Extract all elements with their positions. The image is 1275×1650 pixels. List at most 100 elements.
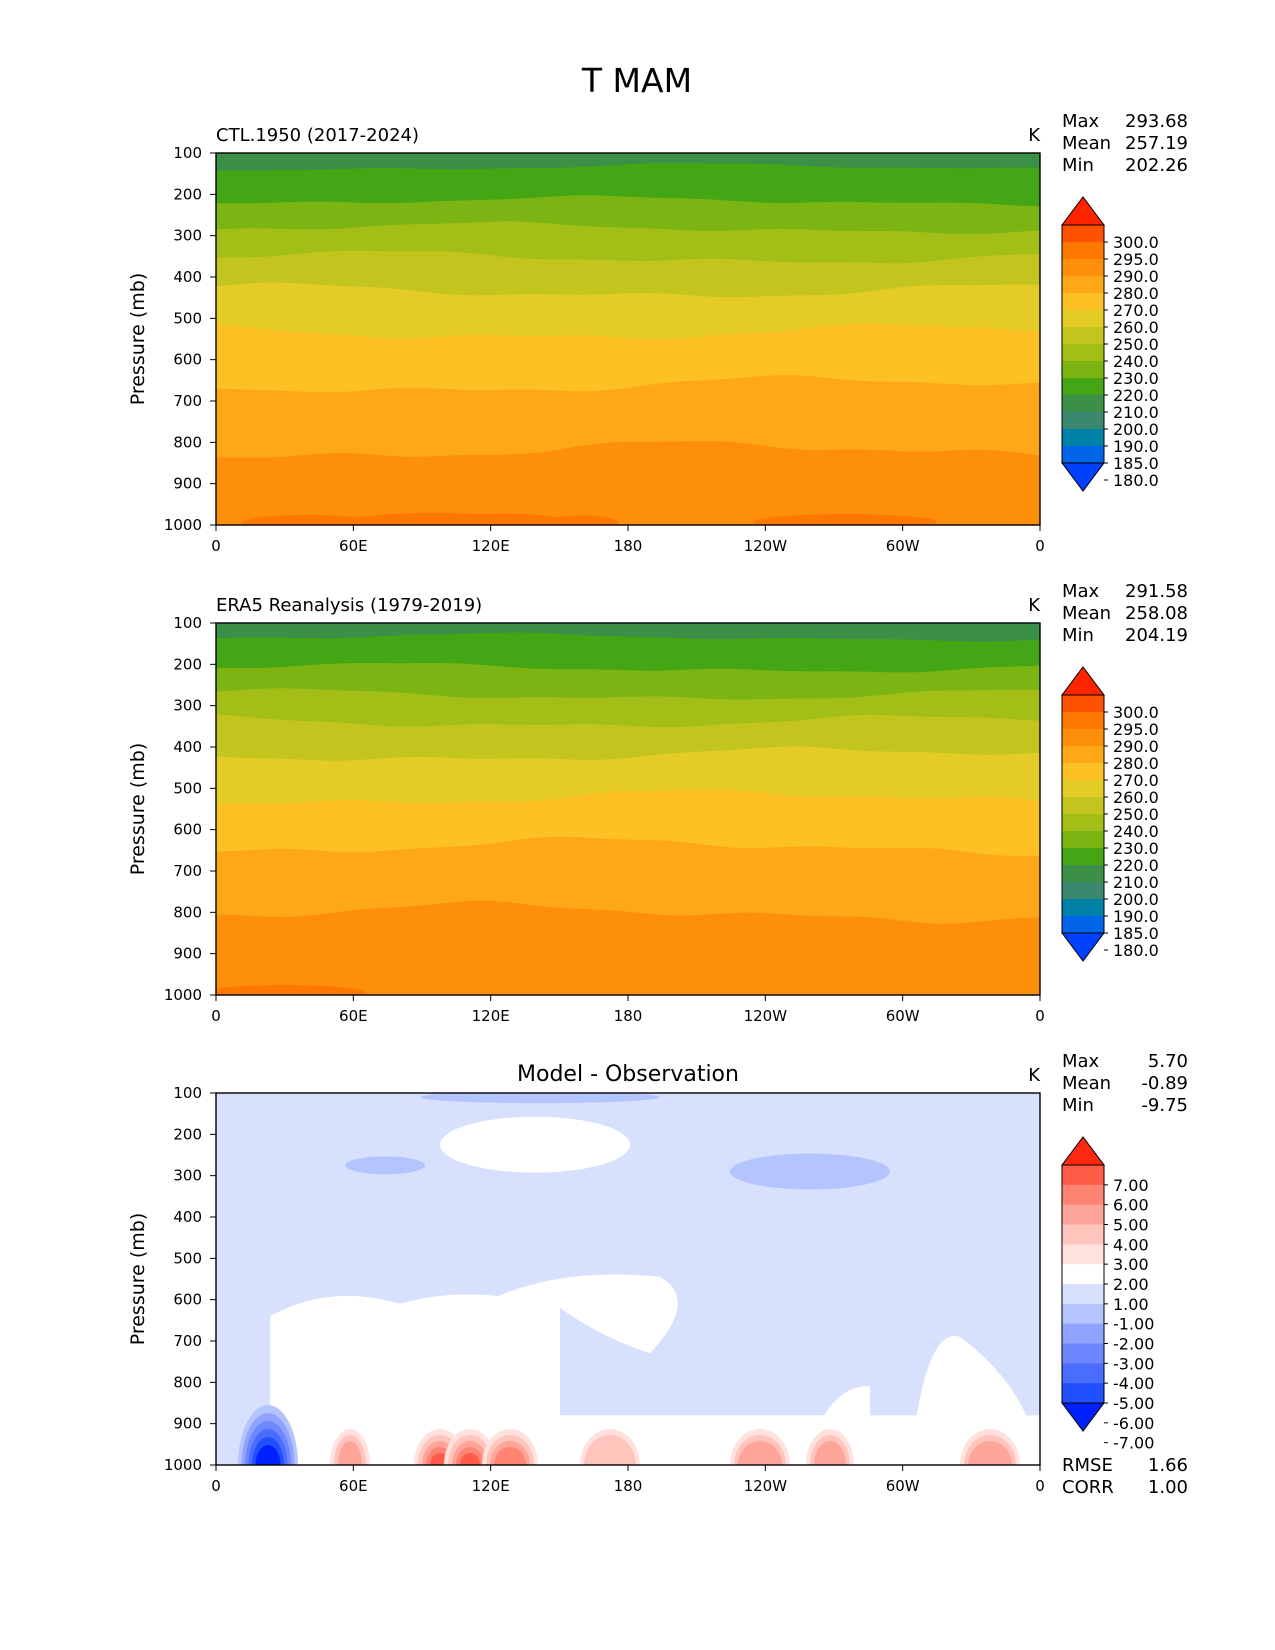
x-tick-label: 180	[614, 1007, 643, 1025]
y-tick-label: 900	[173, 475, 202, 493]
y-tick-label: 400	[173, 1208, 202, 1226]
colorbar-segment	[1062, 293, 1104, 311]
warm-surface-patch	[545, 515, 619, 525]
units-label: K	[1028, 595, 1041, 616]
colorbar-segment	[1062, 712, 1104, 730]
colorbar-label: 5.00	[1113, 1216, 1149, 1235]
x-tick-label: 0	[211, 1477, 221, 1495]
stat-value: 258.08	[1125, 603, 1188, 624]
colorbar-extend-min	[1061, 1402, 1105, 1432]
y-tick-label: 1000	[164, 986, 202, 1004]
colorbar-segment	[1062, 310, 1104, 328]
y-axis-label: Pressure (mb)	[127, 1213, 149, 1346]
panel-title: ERA5 Reanalysis (1979-2019)	[216, 595, 482, 616]
colorbar-segment	[1062, 899, 1104, 917]
colorbar-segment	[1062, 695, 1104, 713]
y-tick-label: 600	[173, 1291, 202, 1309]
colorbar-label: 185.0	[1113, 454, 1159, 473]
x-tick-label: 120W	[744, 1007, 788, 1025]
figure-title: T MAM	[581, 61, 692, 100]
diff-warm-patch	[494, 1447, 526, 1465]
diff-cold-patch	[420, 1093, 660, 1104]
y-tick-label: 900	[173, 1415, 202, 1433]
units-label: K	[1028, 1065, 1041, 1086]
colorbar-label: 260.0	[1113, 318, 1159, 337]
colorbar-segment	[1062, 1383, 1104, 1404]
colorbar-label: 250.0	[1113, 335, 1159, 354]
colorbar-label: 300.0	[1113, 703, 1159, 722]
diff-neutral-region	[270, 1294, 560, 1465]
colorbar-segment	[1062, 276, 1104, 294]
colorbar-label: 1.00	[1113, 1295, 1149, 1314]
y-tick-label: 1000	[164, 1456, 202, 1474]
colorbar-segment	[1062, 763, 1104, 781]
colorbar-label: 185.0	[1113, 924, 1159, 943]
y-axis-label: Pressure (mb)	[127, 273, 149, 406]
colorbar-label: 300.0	[1113, 233, 1159, 252]
x-tick-label: 60E	[339, 537, 368, 555]
colorbar-segment	[1062, 378, 1104, 396]
warm-surface-patch	[753, 514, 937, 525]
y-tick-label: 700	[173, 1332, 202, 1350]
colorbar-label: 3.00	[1113, 1255, 1149, 1274]
colorbar-label: 280.0	[1113, 284, 1159, 303]
colorbar-segment	[1062, 344, 1104, 362]
y-tick-label: 1000	[164, 516, 202, 534]
stat-value: 1.00	[1148, 1477, 1188, 1498]
diff-warm-patch	[968, 1441, 1012, 1465]
colorbar-segment	[1062, 242, 1104, 260]
y-tick-label: 200	[173, 1125, 202, 1143]
diff-neutral-region	[490, 1274, 678, 1354]
colorbar-segment	[1062, 1184, 1104, 1206]
colorbar-segment	[1062, 797, 1104, 815]
colorbar-label: 270.0	[1113, 301, 1159, 320]
diff-neutral-region	[910, 1335, 1040, 1465]
colorbar-label: 295.0	[1113, 720, 1159, 739]
colorbar-extend-min	[1061, 932, 1105, 962]
colorbar-segment	[1062, 1343, 1104, 1364]
colorbar-segment	[1062, 1303, 1104, 1325]
x-tick-label: 60W	[886, 1477, 920, 1495]
y-tick-label: 800	[173, 433, 202, 451]
stat-label: CORR	[1062, 1477, 1114, 1498]
stat-label: Mean	[1062, 1073, 1111, 1094]
stat-value: 257.19	[1125, 133, 1188, 154]
colorbar-segment	[1062, 1363, 1104, 1384]
stat-value: -0.89	[1141, 1073, 1188, 1094]
y-tick-label: 300	[173, 697, 202, 715]
x-tick-label: 120E	[472, 1007, 510, 1025]
y-tick-label: 100	[173, 144, 202, 162]
x-tick-label: 0	[1035, 1477, 1045, 1495]
colorbar-segment	[1062, 865, 1104, 883]
y-tick-label: 500	[173, 309, 202, 327]
y-tick-label: 400	[173, 738, 202, 756]
contour-field-diff	[216, 1093, 1040, 1465]
colorbar-label: 230.0	[1113, 839, 1159, 858]
colorbar-label: 180.0	[1113, 471, 1159, 490]
colorbar-label: 220.0	[1113, 386, 1159, 405]
colorbar-segment	[1062, 780, 1104, 798]
stat-label: Min	[1062, 625, 1094, 646]
colorbar-label: 250.0	[1113, 805, 1159, 824]
colorbar-label: -3.00	[1113, 1354, 1154, 1373]
x-tick-label: 120E	[472, 537, 510, 555]
stat-value: 1.66	[1148, 1455, 1188, 1476]
x-tick-label: 120W	[744, 537, 788, 555]
colorbar-label: 6.00	[1113, 1196, 1149, 1215]
panel-diff: Model - Observation K Pressure (mb) 100 200 3…	[127, 1051, 1188, 1498]
stat-label: Max	[1062, 111, 1100, 132]
colorbar-segment	[1062, 1244, 1104, 1265]
colorbar-segment	[1062, 746, 1104, 764]
colorbar-label: 280.0	[1113, 754, 1159, 773]
y-tick-label: 600	[173, 821, 202, 839]
colorbar-label: 180.0	[1113, 941, 1159, 960]
x-tick-label: 180	[614, 1477, 643, 1495]
x-tick-label: 60W	[886, 537, 920, 555]
diff-cold-patch	[730, 1153, 890, 1190]
colorbar-label: 270.0	[1113, 771, 1159, 790]
panel-ctl: CTL.1950 (2017-2024) K Pressure (mb) 100 200…	[127, 111, 1188, 555]
colorbar-label: 190.0	[1113, 437, 1159, 456]
colorbar-segment	[1062, 1323, 1104, 1344]
